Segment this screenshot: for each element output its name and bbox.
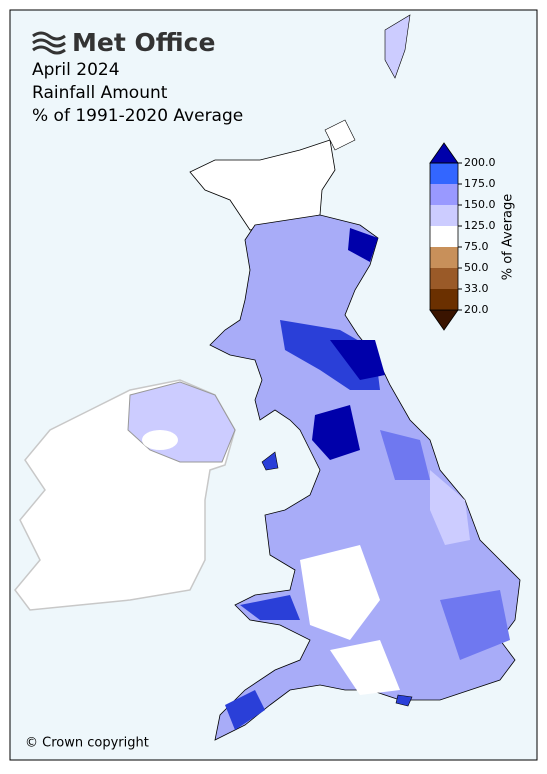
colorbar-segment bbox=[430, 163, 458, 184]
colorbar-segment bbox=[430, 289, 458, 310]
colorbar-tick-label: 175.0 bbox=[464, 177, 496, 190]
title-line: % of 1991-2020 Average bbox=[32, 106, 243, 126]
colorbar-tick-label: 150.0 bbox=[464, 198, 496, 211]
colorbar-tick-label: 75.0 bbox=[464, 240, 489, 253]
copyright: © Crown copyright bbox=[25, 736, 149, 751]
lough bbox=[142, 430, 178, 450]
logo-icon bbox=[32, 31, 66, 55]
isle-of-man bbox=[261, 451, 279, 471]
isle-of-wight bbox=[395, 694, 413, 707]
colorbar-segment bbox=[430, 205, 458, 226]
colorbar-label: % of Average bbox=[501, 194, 516, 281]
colorbar-tick-label: 200.0 bbox=[464, 156, 496, 169]
rainfall-patches bbox=[225, 228, 510, 730]
orkney bbox=[324, 119, 356, 151]
logo-text: Met Office bbox=[72, 28, 215, 57]
colorbar-segment bbox=[430, 247, 458, 268]
colorbar-tick-label: 125.0 bbox=[464, 219, 496, 232]
shetland bbox=[384, 14, 411, 79]
colorbar-outline bbox=[429, 162, 459, 311]
colorbar-segment bbox=[430, 268, 458, 289]
colorbar-segment bbox=[430, 184, 458, 205]
north-scotland bbox=[189, 139, 336, 231]
title-line: April 2024 bbox=[32, 60, 120, 80]
title-line: Rainfall Amount bbox=[32, 83, 168, 103]
colorbar-tick-label: 20.0 bbox=[464, 303, 489, 316]
colorbar-tick-label: 33.0 bbox=[464, 282, 489, 295]
colorbar-segment bbox=[430, 226, 458, 247]
colorbar-tick-label: 50.0 bbox=[464, 261, 489, 274]
